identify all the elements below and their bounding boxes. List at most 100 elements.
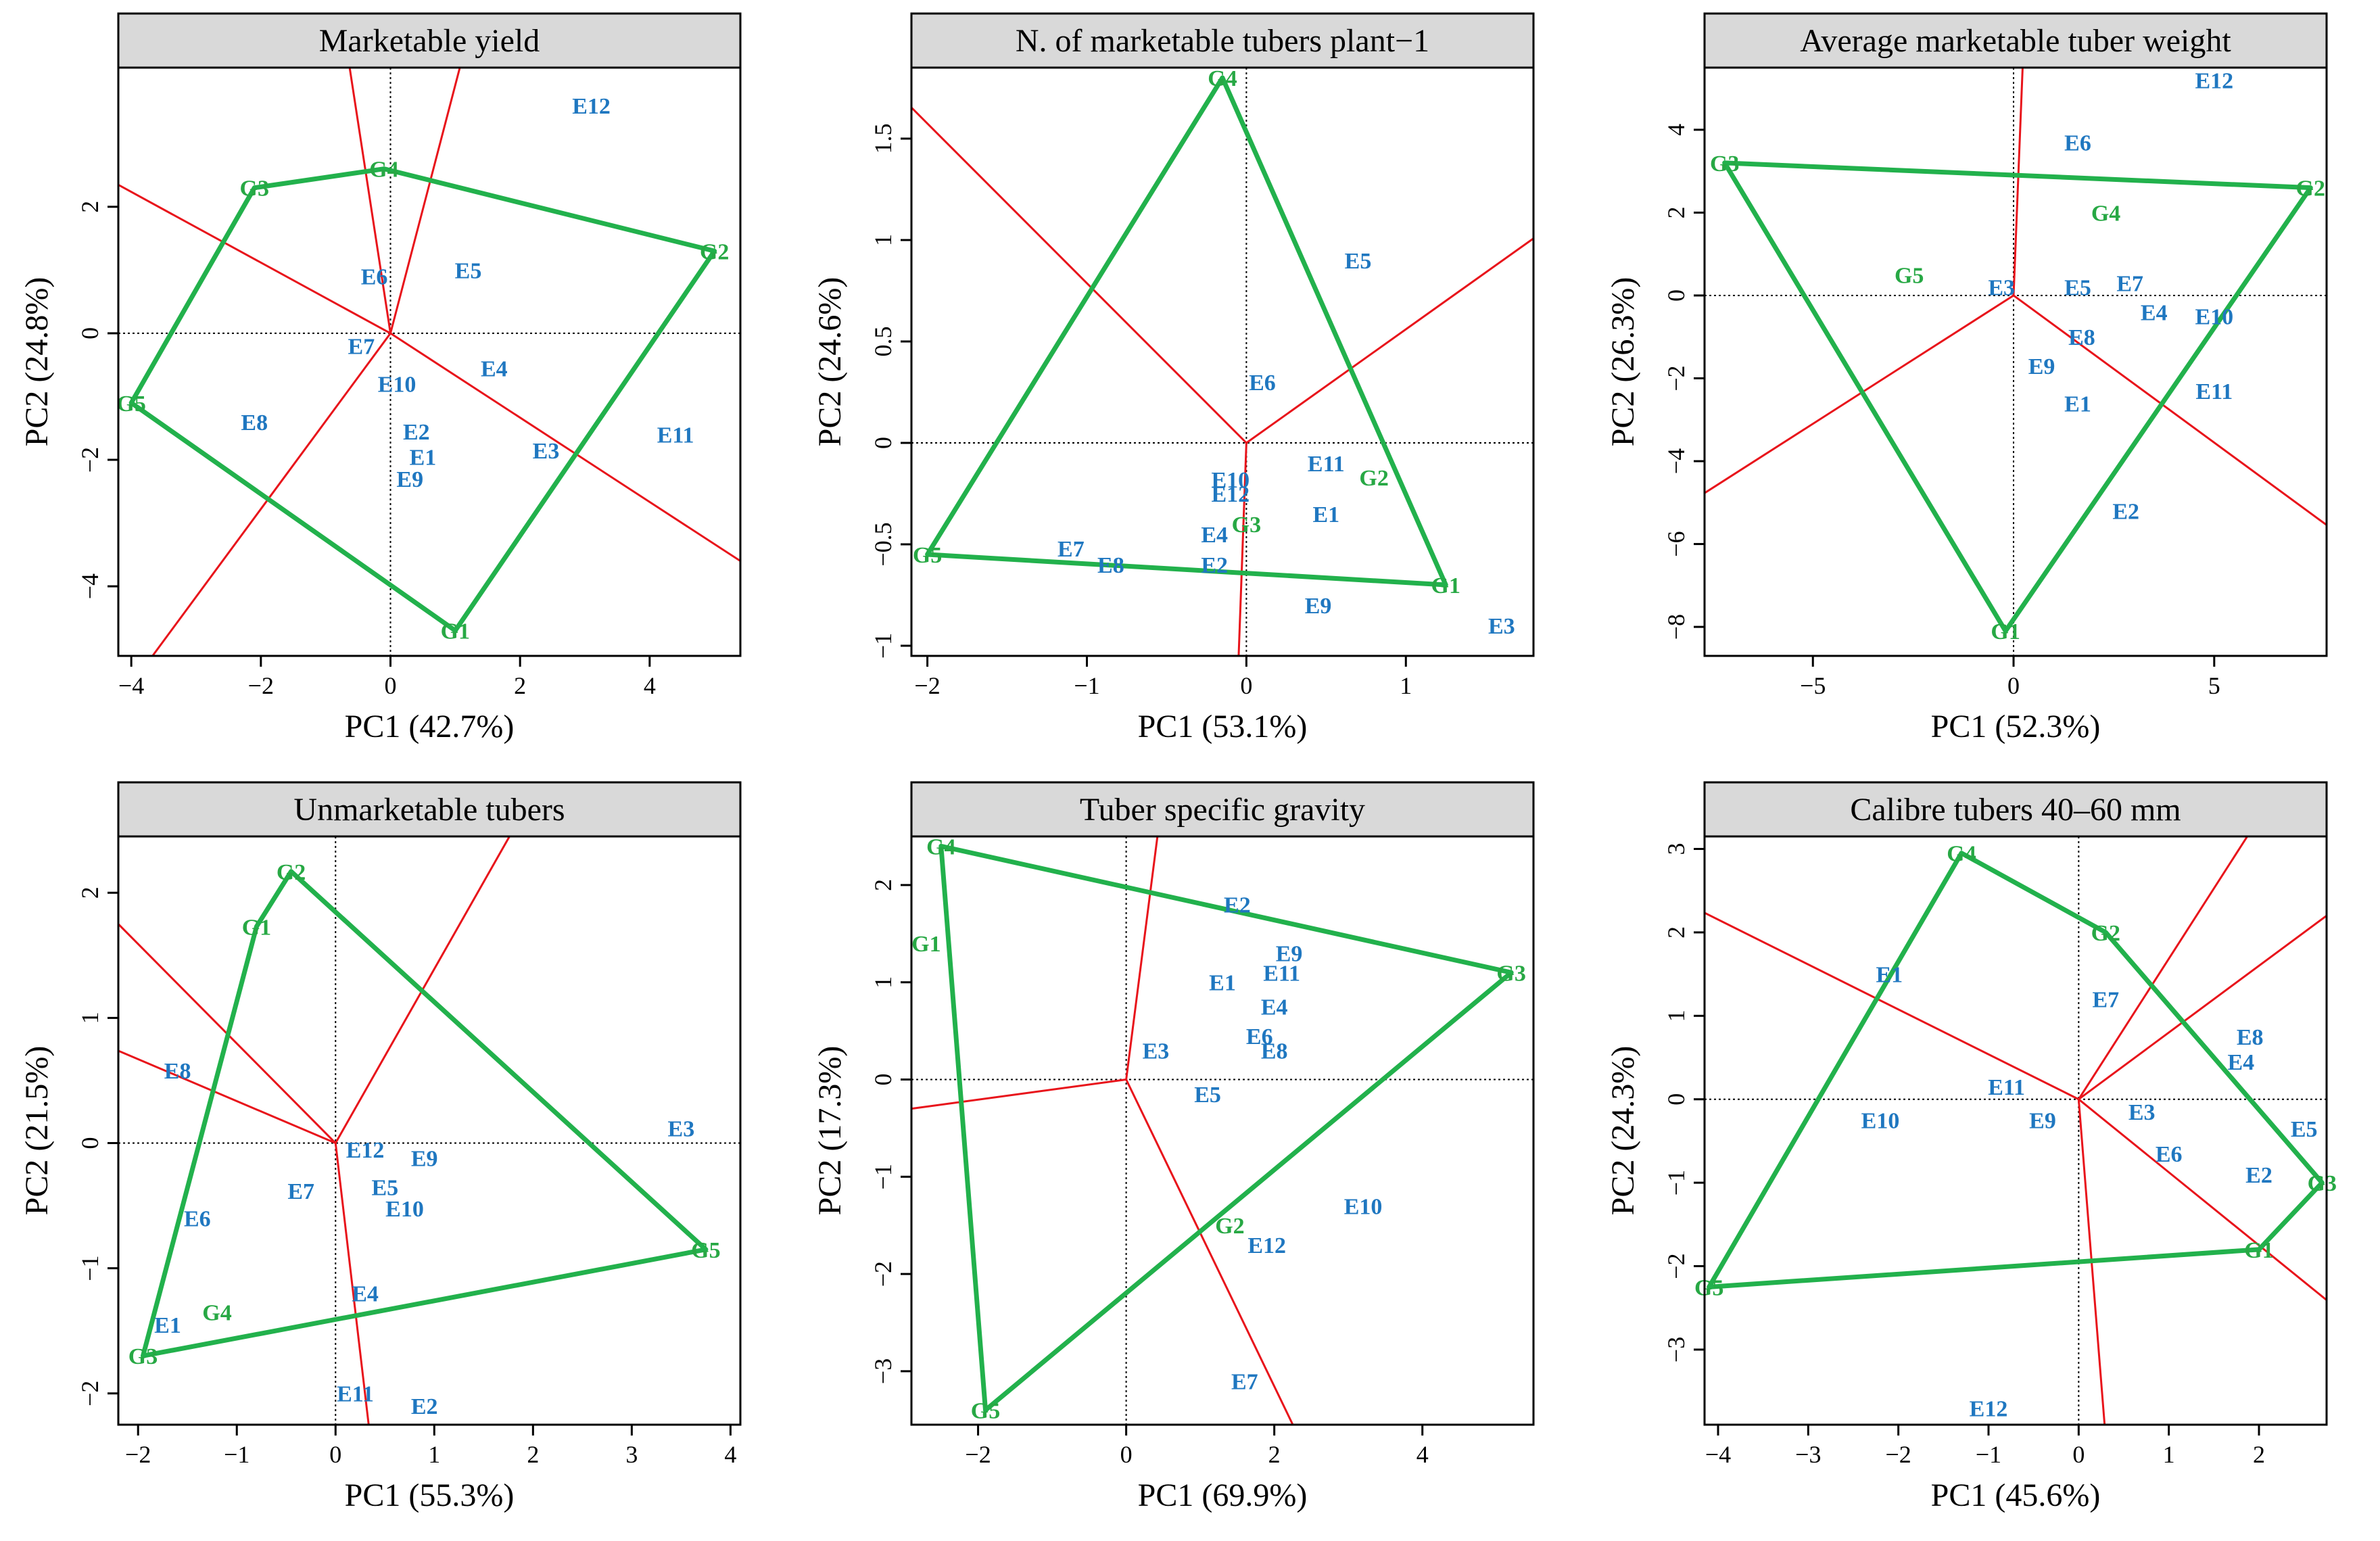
x-axis-label: PC1 (45.6%): [1931, 1477, 2101, 1513]
x-tick-label: 0: [2072, 1441, 2085, 1468]
x-tick-label: 2: [527, 1441, 539, 1468]
sector-ray: [911, 1078, 1126, 1110]
environment-point: E11: [1308, 452, 1345, 477]
environment-point: E12: [1211, 482, 1250, 507]
sector-ray: [2078, 836, 2248, 1100]
y-tick-label: 2: [1663, 206, 1690, 218]
environment-point: E12: [346, 1138, 385, 1163]
environment-point: E4: [1261, 995, 1288, 1020]
environment-point: E2: [1201, 553, 1228, 578]
genotype-point: G5: [1694, 1275, 1723, 1300]
environment-point: E1: [154, 1313, 181, 1338]
panel-title-box: [117, 781, 742, 838]
genotype-point: G2: [1215, 1214, 1244, 1239]
environment-point: E10: [1861, 1109, 1900, 1134]
y-tick-label: 2: [1663, 926, 1690, 939]
panel-title-box: [910, 781, 1535, 838]
environment-point: E3: [668, 1116, 695, 1141]
genotype-point: G1: [911, 932, 941, 957]
genotype-point: G4: [2091, 201, 2120, 226]
environment-point: E9: [1305, 594, 1332, 619]
environment-point: E6: [1246, 1024, 1273, 1049]
y-tick-label: −2: [870, 1261, 897, 1287]
genotype-point: G4: [926, 834, 955, 859]
x-tick-label: 4: [724, 1441, 736, 1468]
environment-point: E4: [481, 356, 508, 381]
environment-point: E3: [1988, 276, 2015, 301]
y-tick-label: 2: [870, 879, 897, 891]
x-tick-label: −4: [118, 672, 144, 699]
x-tick-label: −3: [1795, 1441, 1821, 1468]
genotype-point: G4: [1208, 66, 1237, 91]
biplot-svg: Unmarketable tubers E1 E2 E3 E4 E5 E6 E7 E8 E9 E10…: [19, 781, 742, 1513]
sector-ray: [1125, 1078, 1294, 1425]
environment-point: E9: [1276, 942, 1303, 967]
environment-point: E7: [1057, 537, 1085, 562]
x-tick-label: 0: [1120, 1441, 1133, 1468]
environment-point: E5: [2064, 276, 2091, 301]
environment-point: E8: [241, 410, 268, 435]
panel-title-box: [117, 12, 742, 69]
genotype-point: G2: [2296, 176, 2325, 201]
convex-hull-polygon: [128, 166, 717, 634]
x-tick-label: 1: [2163, 1441, 2175, 1468]
y-tick-label: 1: [870, 234, 897, 246]
y-tick-label: 3: [1663, 843, 1690, 855]
y-tick-label: −1: [1663, 1170, 1690, 1195]
x-tick-label: 2: [1268, 1441, 1281, 1468]
environment-point: E9: [396, 467, 423, 492]
panel-title: N. of marketable tubers plant−1: [1016, 23, 1429, 59]
y-tick-label: −1: [870, 1164, 897, 1189]
environment-point: E12: [2195, 68, 2233, 93]
x-tick-label: 2: [2253, 1441, 2265, 1468]
y-tick-label: 0: [1663, 1093, 1690, 1106]
genotype-point: G2: [1359, 466, 1388, 491]
sector-ray: [118, 1049, 336, 1144]
environment-point: E9: [2029, 1109, 2056, 1134]
x-tick-label: 0: [2007, 672, 2020, 699]
panel-specific-gravity: Tuber specific gravity E1 E2 E3 E4 E5 E6 E7 E8 E9…: [793, 769, 1586, 1538]
x-tick-label: 1: [1400, 672, 1412, 699]
environment-point: E10: [2195, 305, 2233, 330]
sector-ray: [151, 333, 391, 656]
x-tick-label: −1: [1074, 672, 1099, 699]
environment-point: E1: [1312, 502, 1339, 527]
sector-ray: [1237, 442, 1247, 656]
convex-hull-polygon: [1707, 851, 2325, 1289]
y-tick-label: −1: [870, 633, 897, 659]
genotype-point: G3: [1710, 151, 1739, 176]
y-tick-label: −4: [76, 573, 103, 599]
x-axis-label: PC1 (52.3%): [1931, 709, 2101, 744]
environment-point: E4: [2141, 300, 2168, 325]
sector-ray: [389, 332, 740, 562]
genotype-point: G5: [691, 1238, 720, 1263]
panel-title: Calibre tubers 40–60 mm: [1850, 792, 2181, 828]
sector-ray: [2078, 915, 2327, 1100]
sector-ray: [348, 68, 391, 334]
environment-point: E10: [378, 373, 416, 398]
environment-point: E9: [411, 1147, 438, 1172]
x-tick-label: −2: [1886, 1441, 1911, 1468]
genotype-point: G4: [1947, 842, 1976, 867]
environment-point: E11: [337, 1382, 374, 1407]
genotype-point: G3: [128, 1344, 158, 1369]
biplot-svg: Tuber specific gravity E1 E2 E3 E4 E5 E6 E7 E8 E9…: [812, 781, 1535, 1513]
y-tick-label: −2: [76, 1381, 103, 1406]
panel-calibre-tubers: Calibre tubers 40–60 mm E1 E2 E3 E4 E5 E6 E7 E8 E…: [1586, 769, 2379, 1538]
environment-point: E2: [411, 1394, 438, 1419]
x-tick-label: −2: [965, 1441, 991, 1468]
environment-point: E1: [410, 445, 437, 470]
environment-point: E7: [348, 335, 375, 360]
y-tick-label: 1: [1663, 1010, 1690, 1022]
sector-ray: [1125, 836, 1159, 1080]
environment-point: E10: [1344, 1194, 1383, 1219]
environment-point: E11: [1263, 961, 1300, 986]
panel-title-box: [910, 12, 1535, 69]
x-tick-label: 2: [514, 672, 526, 699]
y-tick-label: −2: [1663, 365, 1690, 391]
y-tick-label: −6: [1663, 531, 1690, 556]
genotype-point: G3: [240, 176, 269, 201]
convex-hull-polygon: [925, 75, 1448, 588]
environment-point: E6: [1249, 371, 1276, 396]
